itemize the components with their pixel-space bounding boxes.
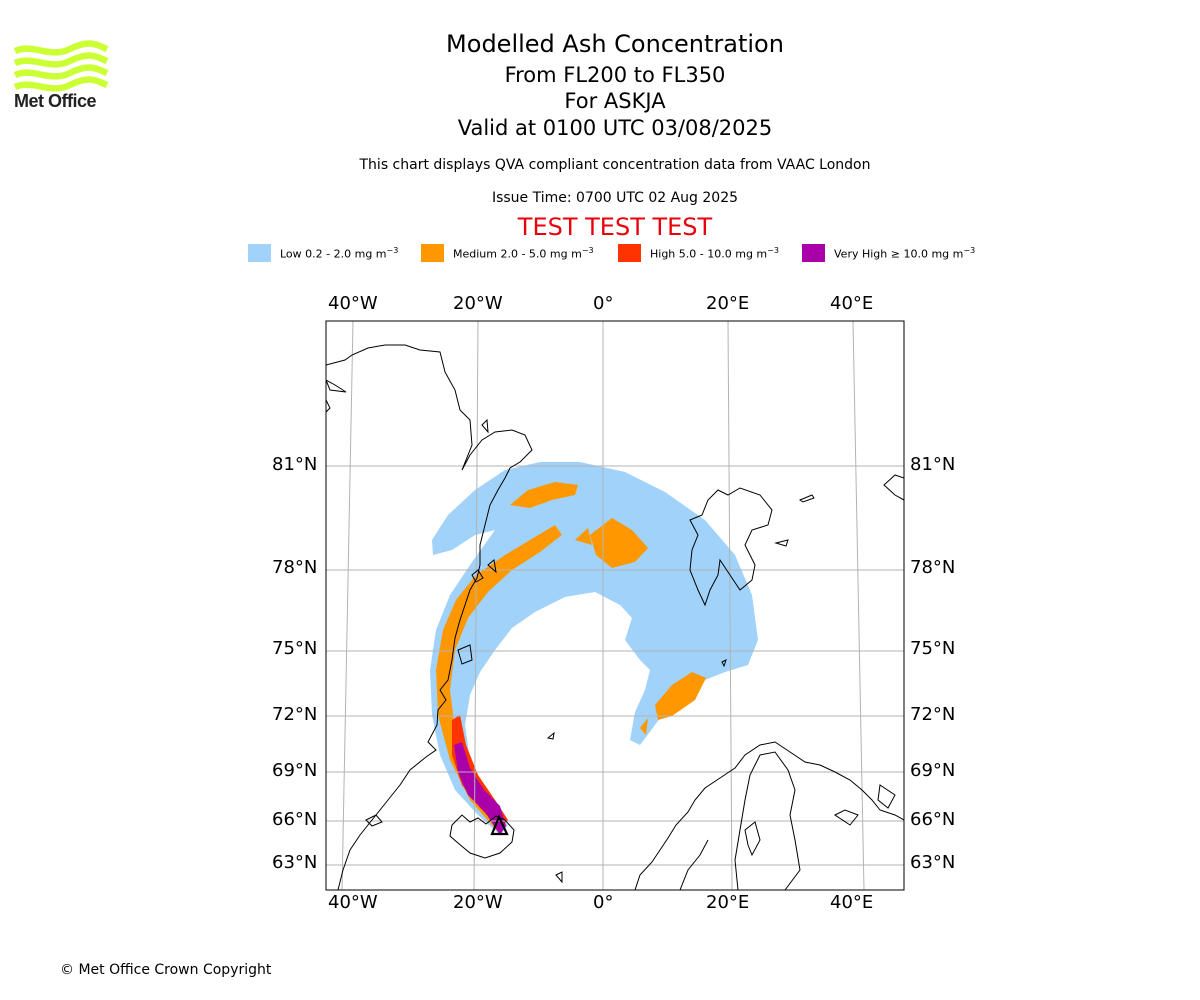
lat-label-left: 72°N (272, 704, 318, 725)
lat-label-right: 78°N (910, 557, 956, 578)
lon-label-top: 0° (593, 293, 614, 314)
lat-label-right: 72°N (910, 704, 956, 725)
svalbard-coast (689, 487, 773, 607)
lon-label-top: 20°W (453, 293, 503, 314)
lon-label-bottom: 20°E (706, 892, 750, 913)
ash-area-very-high (454, 742, 506, 835)
lon-label-top: 40°W (328, 293, 378, 314)
legend-swatch-high (618, 244, 641, 262)
legend-label-high: High 5.0 - 10.0 mg m (650, 247, 768, 261)
copyright-notice: © Met Office Crown Copyright (60, 962, 272, 978)
description: This chart displays QVA compliant concen… (359, 157, 871, 173)
lat-label-left: 69°N (272, 760, 318, 781)
volcano-name: For ASKJA (564, 89, 666, 113)
met-office-logo (13, 40, 109, 92)
lat-label-left: 78°N (272, 557, 318, 578)
logo-text: Met Office (14, 91, 97, 111)
lon-label-bottom: 40°E (830, 892, 874, 913)
lon-label-top: 20°E (706, 293, 750, 314)
lon-label-bottom: 20°W (453, 892, 503, 913)
lat-label-left: 75°N (272, 638, 318, 659)
lon-label-top: 40°E (830, 293, 874, 314)
ash-area-high (452, 715, 508, 828)
lat-label-right: 63°N (910, 852, 956, 873)
legend-label-medium: Medium 2.0 - 5.0 mg m (453, 247, 582, 261)
valid-time: Valid at 0100 UTC 03/08/2025 (457, 116, 773, 140)
lat-label-right: 81°N (910, 454, 956, 475)
legend-label-very-high: Very High ≥ 10.0 mg m (834, 247, 964, 261)
lat-label-left: 66°N (272, 809, 318, 830)
test-banner: TEST TEST TEST (517, 213, 713, 241)
map-frame (325, 320, 905, 891)
chart-title: Modelled Ash Concentration (446, 30, 784, 58)
graticule (326, 321, 904, 890)
lon-label-bottom: 40°W (328, 892, 378, 913)
lat-label-right: 75°N (910, 638, 956, 659)
legend-swatch-low (248, 244, 271, 262)
flight-levels: From FL200 to FL350 (504, 63, 726, 87)
coastlines (326, 344, 904, 890)
lat-label-right: 69°N (910, 760, 956, 781)
volcano-marker-askja (490, 814, 509, 836)
lat-label-left: 81°N (272, 454, 318, 475)
lat-label-left: 63°N (272, 852, 318, 873)
ash-area-medium (436, 482, 706, 832)
scandinavia-coast (634, 741, 904, 890)
lon-label-bottom: 0° (593, 892, 614, 913)
lat-label-right: 66°N (910, 809, 956, 830)
legend-label-low: Low 0.2 - 2.0 mg m (280, 247, 387, 261)
legend-swatch-very-high (802, 244, 825, 262)
iceland-coast (449, 814, 515, 859)
legend-swatch-medium (421, 244, 444, 262)
issue-time: Issue Time: 0700 UTC 02 Aug 2025 (491, 190, 739, 206)
